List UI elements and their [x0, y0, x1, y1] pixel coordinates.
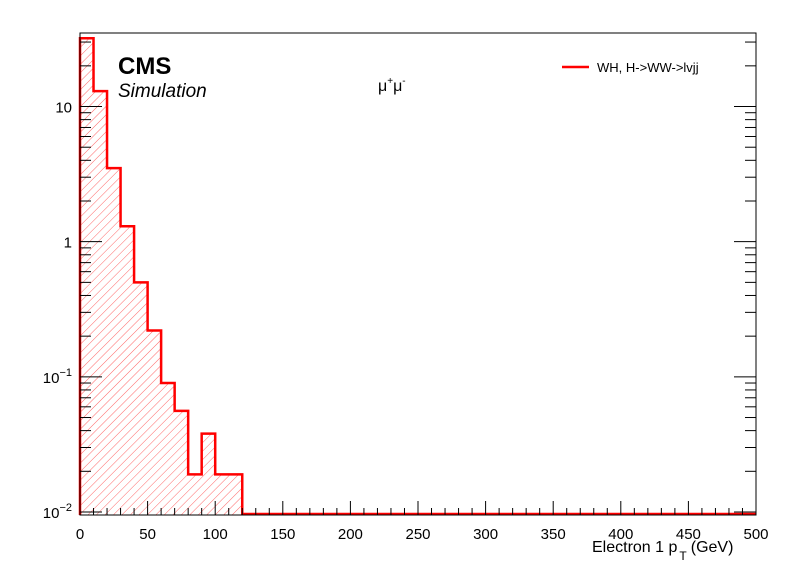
- histogram-bin: [147, 330, 162, 515]
- x-tick-label: 150: [270, 526, 295, 543]
- x-tick-label: 50: [139, 526, 156, 543]
- y-tick-label-exponent: −1: [59, 367, 72, 379]
- x-tick-label: 250: [405, 526, 430, 543]
- x-axis-title-unit: (GeV): [691, 539, 734, 556]
- y-tick-label-exponent: −2: [59, 502, 72, 514]
- axis-tick-labels: 0 50 100 150 200 250 300 350 400 450 50010110−110−…: [43, 100, 769, 543]
- x-axis-title: Electron 1 p T (GeV): [592, 539, 733, 563]
- histogram-bin: [80, 38, 94, 516]
- x-tick-label: 200: [338, 526, 363, 543]
- histogram-bin: [188, 474, 202, 515]
- channel-sup-1: +: [387, 76, 393, 87]
- x-tick-label: 400: [608, 526, 633, 543]
- y-tick-label: 1: [64, 235, 72, 252]
- x-tick-label: 500: [743, 526, 768, 543]
- x-tick-label: 450: [676, 526, 701, 543]
- legend: WH, H->WW->lvjj: [562, 60, 699, 75]
- histogram-bin: [134, 282, 148, 515]
- x-axis-title-main: Electron 1 p: [592, 539, 677, 556]
- x-axis-title-sub: T: [679, 549, 687, 563]
- histogram-bin: [161, 383, 175, 515]
- y-tick-label: 10: [55, 100, 72, 117]
- y-tick-label-base: 10: [43, 505, 60, 522]
- histogram-bin: [201, 433, 216, 515]
- x-tick-label: 300: [473, 526, 498, 543]
- y-tick-label: 10−1: [43, 367, 72, 387]
- experiment-label: CMS: [118, 53, 171, 80]
- histogram-layer: [78, 37, 756, 516]
- channel-label: μ+μ-: [378, 76, 406, 95]
- status-label: Simulation: [118, 81, 207, 102]
- channel-sup-2: -: [402, 76, 405, 87]
- x-tick-label: 350: [541, 526, 566, 543]
- histogram-bin: [215, 474, 229, 515]
- axis-ticks: [79, 41, 757, 515]
- legend-entry-label: WH, H->WW->lvjj: [597, 60, 699, 75]
- channel-base-1: μ: [378, 78, 387, 95]
- channel-base-2: μ: [393, 78, 402, 95]
- histogram-bin: [228, 474, 243, 515]
- y-tick-label-base: 1: [64, 235, 72, 252]
- y-tick-label-base: 10: [43, 370, 60, 387]
- histogram-bin: [174, 410, 189, 515]
- y-tick-label-base: 10: [55, 100, 72, 117]
- y-tick-label: 10−2: [43, 502, 72, 522]
- x-tick-label: 100: [203, 526, 228, 543]
- histogram-bin: [107, 168, 121, 515]
- x-tick-label: 0: [76, 526, 84, 543]
- histogram-bin: [93, 91, 108, 515]
- histogram-bin: [120, 226, 135, 515]
